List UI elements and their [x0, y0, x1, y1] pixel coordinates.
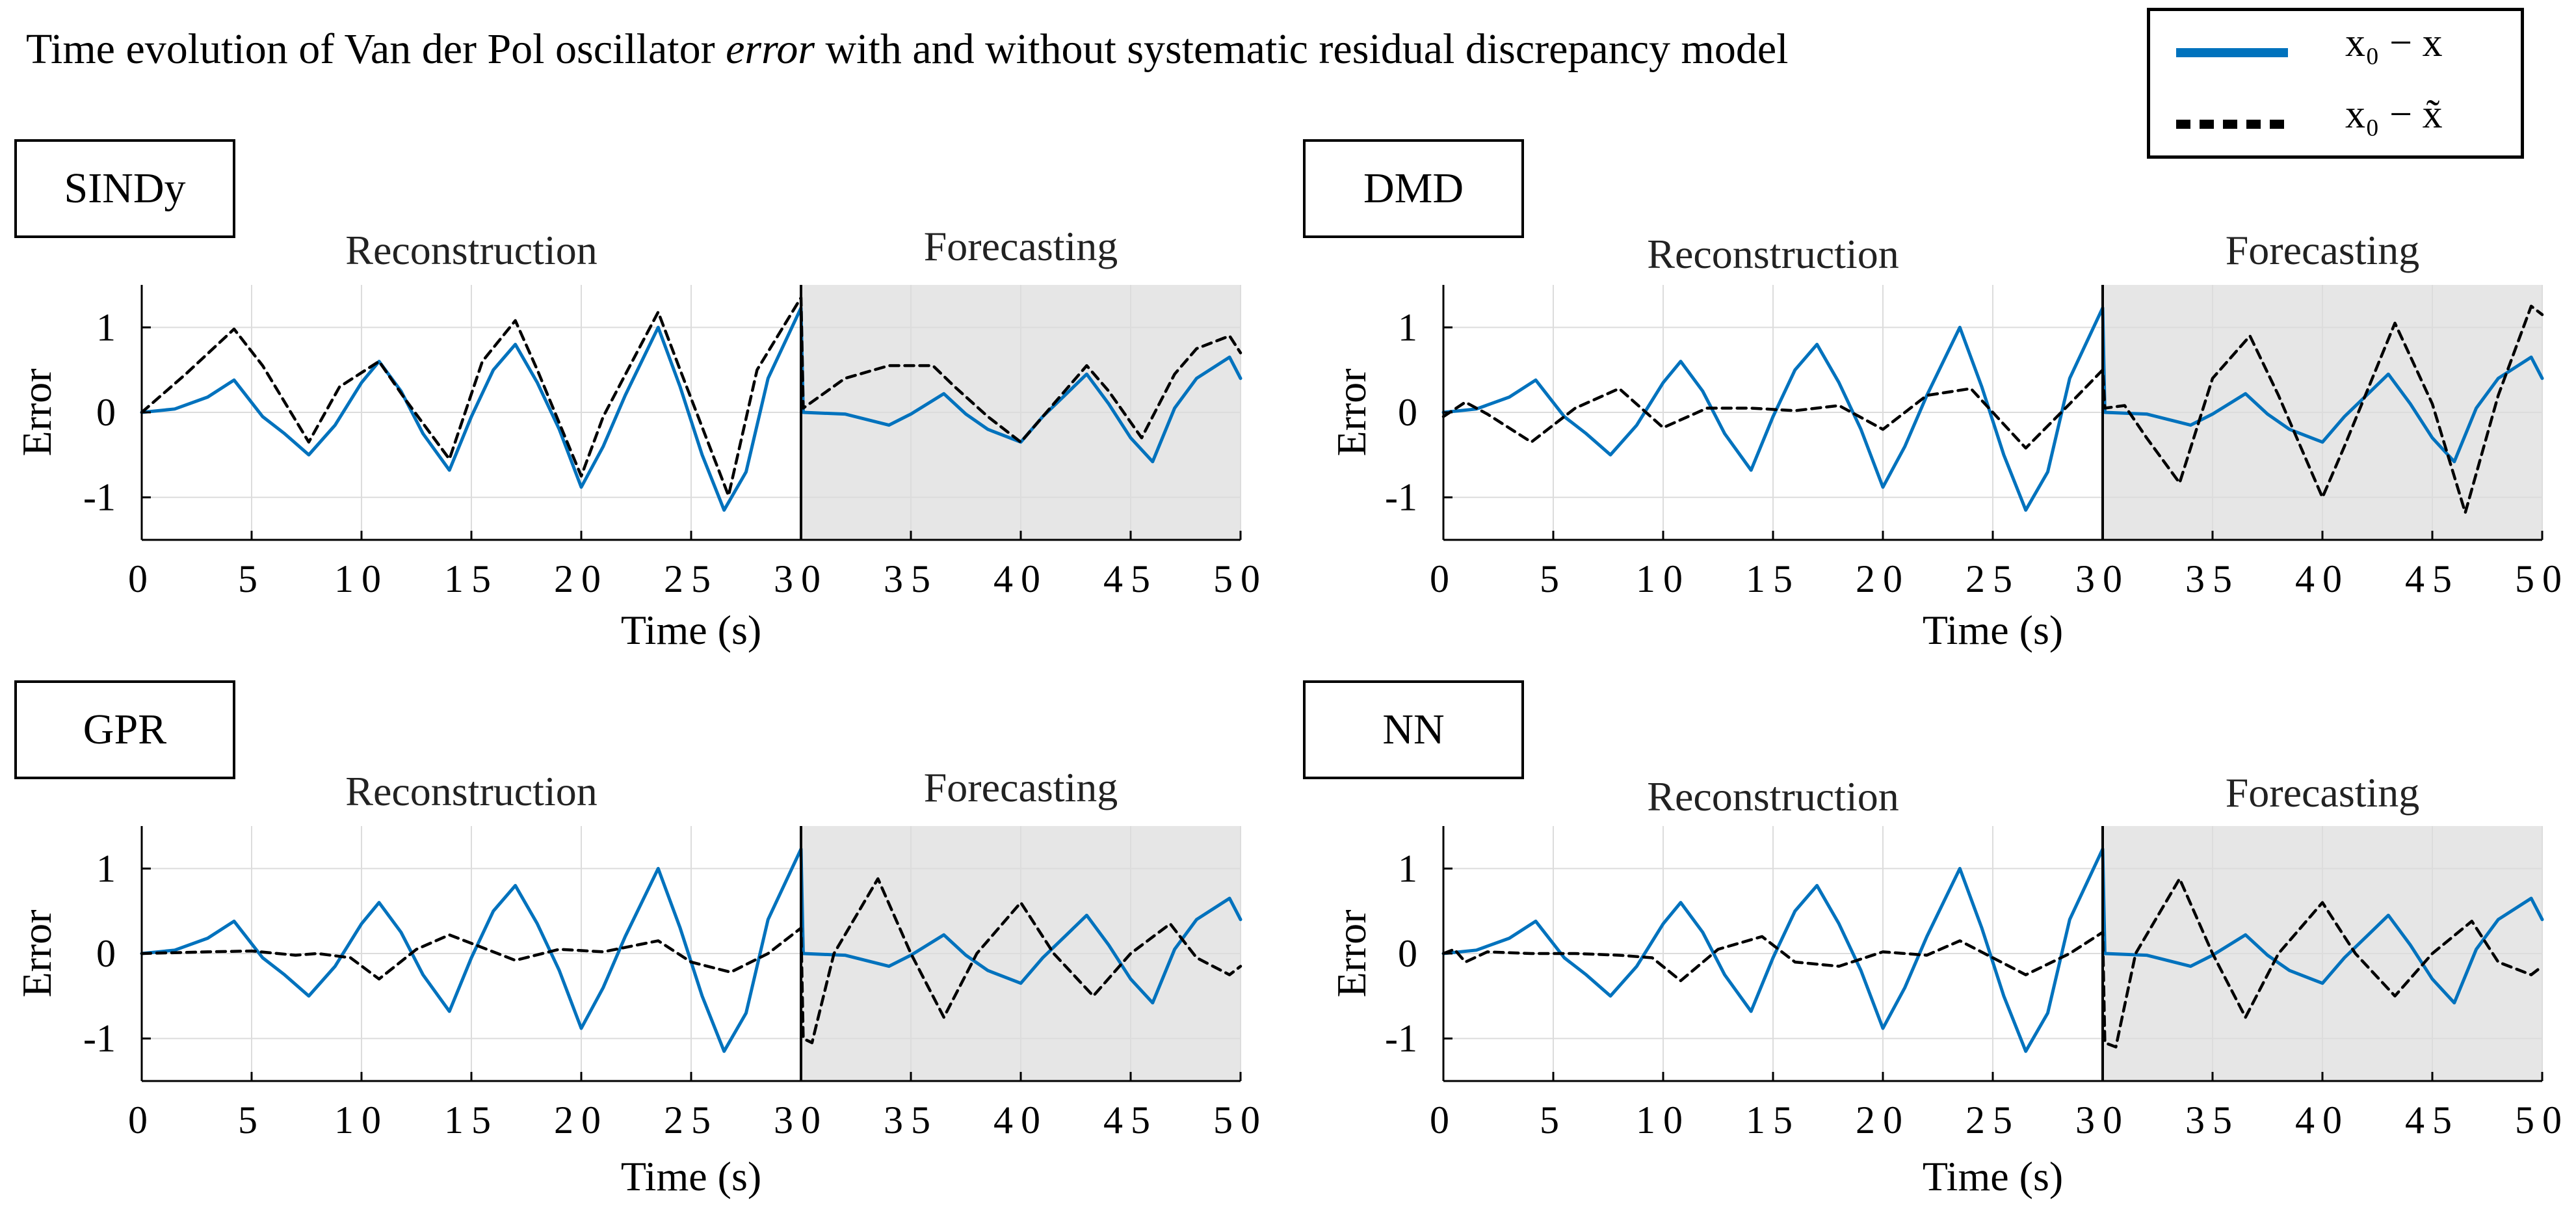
x-tick-label: 45 [2405, 1099, 2460, 1142]
x-tick-label: 30 [2075, 1099, 2130, 1142]
x-tick-label: 25 [1965, 557, 2020, 600]
y-tick-label: -1 [1385, 1017, 1417, 1060]
x-tick-label: 25 [1965, 1099, 2020, 1142]
figure-title-before: Time evolution of Van der Pol oscillator [26, 25, 726, 73]
y-tick-label: -1 [83, 476, 116, 519]
x-tick-label: 30 [774, 1099, 828, 1142]
section-label-forecasting: Forecasting [2226, 227, 2420, 273]
x-tick-label: 5 [238, 557, 265, 600]
y-tick-label: 0 [1398, 391, 1417, 434]
x-tick-label: 40 [993, 557, 1048, 600]
y-tick-label: 1 [1398, 847, 1417, 890]
legend-solid-swatch [2176, 48, 2288, 57]
y-tick-label: 0 [96, 932, 116, 975]
y-tick-label: -1 [83, 1017, 116, 1060]
panel-name-dmd: DMD [1303, 139, 1524, 238]
x-tick-label: 40 [2295, 557, 2350, 600]
x-tick-label: 0 [128, 1099, 155, 1142]
figure-title-emphasis: error [726, 25, 815, 73]
x-tick-label: 10 [334, 557, 389, 600]
x-axis-label: Time (s) [1923, 607, 2063, 653]
x-tick-label: 30 [2075, 557, 2130, 600]
series-line-discrepancy [140, 296, 1242, 498]
panel-name-sindy: SINDy [14, 139, 235, 238]
legend-dashed-swatch [2176, 120, 2288, 129]
series-line-discrepancy [1441, 304, 2544, 514]
series-line-discrepancy [1441, 877, 2544, 1048]
series-line-error [1441, 306, 2544, 512]
x-tick-label: 35 [2185, 1099, 2240, 1142]
x-tick-label: 15 [444, 557, 499, 600]
x-tick-label: 20 [554, 1099, 609, 1142]
section-label-reconstruction: Reconstruction [1647, 773, 1899, 820]
x-axis-label: Time (s) [621, 607, 761, 653]
x-tick-label: 30 [774, 557, 828, 600]
x-tick-label: 20 [1856, 1099, 1910, 1142]
x-tick-label: 35 [884, 1099, 938, 1142]
legend-label-dashed: x₀ − x̃ [2345, 92, 2443, 137]
panel-name-nn: NN [1303, 680, 1524, 779]
x-tick-label: 25 [664, 1099, 718, 1142]
section-label-reconstruction: Reconstruction [345, 768, 597, 814]
x-tick-label: 20 [1856, 557, 1910, 600]
legend-label-solid: x₀ − x [2345, 21, 2443, 65]
panel-name-gpr: GPR [14, 680, 235, 779]
x-tick-label: 20 [554, 557, 609, 600]
x-tick-label: 15 [1746, 557, 1800, 600]
y-tick-label: 1 [96, 306, 116, 349]
x-tick-label: 25 [664, 557, 718, 600]
x-tick-label: 0 [1430, 557, 1457, 600]
x-tick-label: 45 [1103, 1099, 1158, 1142]
x-axis-label: Time (s) [1923, 1153, 2063, 1199]
series-line-error [140, 306, 1242, 512]
legend: x₀ − x x₀ − x̃ [2147, 8, 2524, 159]
x-tick-label: 40 [2295, 1099, 2350, 1142]
x-tick-label: 35 [2185, 557, 2240, 600]
x-tick-label: 10 [1636, 557, 1690, 600]
y-axis-label: Error [1328, 368, 1374, 456]
x-tick-label: 15 [1746, 1099, 1800, 1142]
y-tick-label: -1 [1385, 476, 1417, 519]
x-tick-label: 5 [1540, 557, 1567, 600]
y-axis-label: Error [14, 909, 60, 997]
x-tick-label: 5 [1540, 1099, 1567, 1142]
section-label-forecasting: Forecasting [924, 223, 1118, 269]
x-tick-label: 45 [2405, 557, 2460, 600]
x-tick-label: 15 [444, 1099, 499, 1142]
x-tick-label: 50 [1213, 557, 1268, 600]
y-axis-label: Error [14, 368, 60, 456]
x-tick-label: 45 [1103, 557, 1158, 600]
series-line-discrepancy [140, 877, 1242, 1045]
y-tick-label: 0 [96, 391, 116, 434]
section-label-reconstruction: Reconstruction [1647, 231, 1899, 277]
x-axis-label: Time (s) [621, 1153, 761, 1199]
y-tick-label: 1 [96, 847, 116, 890]
x-tick-label: 35 [884, 557, 938, 600]
legend-entry-dashed: x₀ − x̃ [2150, 88, 2521, 153]
x-tick-label: 50 [2515, 1099, 2569, 1142]
x-tick-label: 50 [2515, 557, 2569, 600]
figure-title-after: with and without systematic residual dis… [815, 25, 1789, 73]
x-tick-label: 10 [334, 1099, 389, 1142]
figure-title: Time evolution of Van der Pol oscillator… [26, 25, 1789, 74]
y-tick-label: 1 [1398, 306, 1417, 349]
legend-entry-solid: x₀ − x [2150, 16, 2521, 81]
x-tick-label: 0 [1430, 1099, 1457, 1142]
section-label-reconstruction: Reconstruction [345, 227, 597, 273]
y-tick-label: 0 [1398, 932, 1417, 975]
x-tick-label: 50 [1213, 1099, 1268, 1142]
section-label-forecasting: Forecasting [924, 764, 1118, 810]
x-tick-label: 5 [238, 1099, 265, 1142]
x-tick-label: 0 [128, 557, 155, 600]
y-axis-label: Error [1328, 909, 1374, 997]
x-tick-label: 40 [993, 1099, 1048, 1142]
series-line-error [1441, 847, 2544, 1053]
section-label-forecasting: Forecasting [2226, 769, 2420, 816]
x-tick-label: 10 [1636, 1099, 1690, 1142]
